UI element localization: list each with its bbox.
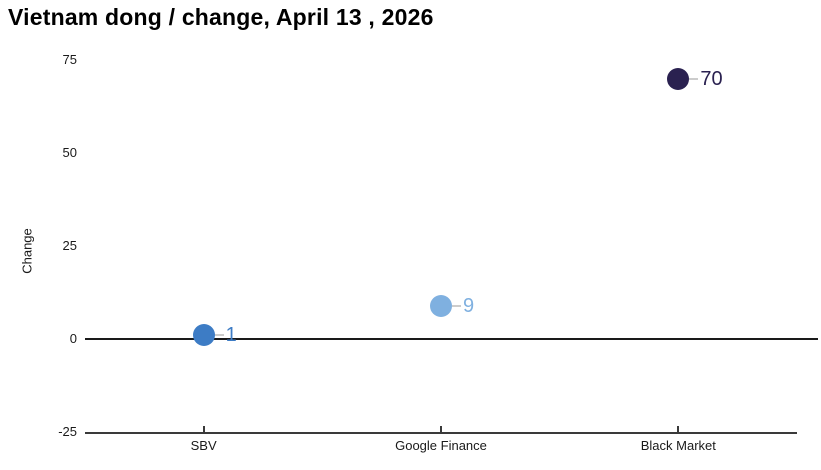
y-tick-label: 0 (69, 331, 77, 346)
value-label: 9 (463, 294, 475, 317)
x-tick-mark (202, 426, 205, 432)
x-tick-mark (440, 426, 442, 432)
y-tick-label: 75 (62, 52, 77, 67)
value-label: 70 (700, 67, 723, 90)
data-point (667, 67, 690, 90)
y-tick-label: 50 (62, 145, 77, 160)
chart-title: Vietnam dong / change, April 13 , 2026 (8, 4, 434, 30)
x-category-label: Black Market (640, 438, 716, 453)
zero-baseline (85, 338, 818, 340)
value-label: 1 (225, 324, 237, 347)
x-category-label: SBV (190, 438, 217, 453)
label-connector-line (689, 77, 699, 80)
x-axis-line (85, 432, 797, 434)
x-tick-mark (677, 426, 680, 432)
data-point (430, 294, 452, 317)
y-tick-label: -25 (58, 424, 77, 439)
label-connector-line (214, 334, 224, 337)
data-point (192, 324, 215, 347)
x-category-label: Google Finance (395, 438, 487, 453)
y-tick-label: 25 (62, 238, 77, 253)
label-connector-line (452, 304, 461, 307)
